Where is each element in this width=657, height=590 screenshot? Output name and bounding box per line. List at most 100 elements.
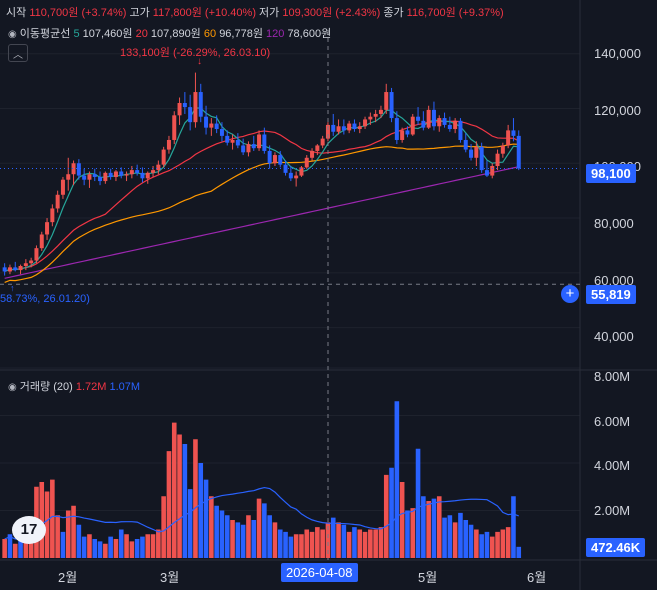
candle-body bbox=[336, 126, 341, 132]
crosshair bbox=[0, 30, 580, 560]
candle-body bbox=[60, 179, 65, 195]
ma120-period: 120 bbox=[266, 28, 285, 40]
volume-bar bbox=[495, 531, 500, 558]
volume-value-2: 1.07M bbox=[109, 381, 141, 393]
volume-ma-line bbox=[4, 486, 519, 540]
candle-body bbox=[177, 103, 182, 116]
candle-body bbox=[288, 172, 293, 179]
volume-legend[interactable]: ◉ 거래량 (20) 1.72M 1.07M bbox=[8, 378, 140, 394]
volume-bar bbox=[405, 510, 410, 558]
volume-bar bbox=[293, 534, 299, 558]
volume-bar bbox=[87, 534, 92, 558]
candle-body bbox=[431, 109, 436, 127]
volume-bar bbox=[55, 515, 60, 558]
candle-body bbox=[426, 109, 431, 128]
crosshair-price-badge: 55,819 bbox=[586, 285, 636, 304]
volume-bar bbox=[81, 536, 87, 558]
volume-bar bbox=[315, 527, 320, 558]
volume-bar bbox=[399, 482, 405, 558]
last-price-badge: 98,100 bbox=[586, 164, 636, 183]
candle-body bbox=[119, 171, 124, 176]
volume-ma-polyline bbox=[4, 486, 519, 540]
volume-bar bbox=[516, 546, 522, 558]
candle-body bbox=[166, 139, 171, 150]
volume-bar bbox=[262, 503, 267, 558]
volume-bar bbox=[330, 517, 336, 558]
volume-bar bbox=[288, 536, 294, 558]
volume-bar bbox=[267, 515, 272, 558]
volume-bar bbox=[336, 522, 341, 558]
candle-body bbox=[320, 138, 325, 146]
candle-body bbox=[506, 130, 511, 146]
volume-bar bbox=[352, 527, 357, 558]
candle-body bbox=[55, 194, 60, 209]
time-tick: 5월 bbox=[418, 570, 438, 585]
candle-body bbox=[235, 139, 240, 146]
candle-body bbox=[2, 267, 7, 272]
volume-bar bbox=[71, 505, 76, 558]
eye-icon[interactable]: ◉ bbox=[8, 382, 17, 393]
volume-bar bbox=[235, 522, 241, 558]
time-tick: 3월 bbox=[160, 570, 180, 585]
ma-legend[interactable]: ◉ 이동평균선 5 107,460원 20 107,890원 60 96,778… bbox=[8, 25, 331, 41]
ma120-line bbox=[4, 166, 519, 279]
candle-body bbox=[145, 172, 150, 179]
low-marker-label: 58.73%, 26.01.20) bbox=[0, 293, 90, 305]
candle-body bbox=[325, 124, 330, 139]
volume-value-1: 1.72M bbox=[75, 381, 107, 393]
candle-body bbox=[18, 265, 23, 271]
volume-bar bbox=[44, 491, 50, 558]
volume-bar bbox=[124, 534, 129, 558]
candle-body bbox=[310, 150, 315, 158]
candle-body bbox=[474, 146, 479, 158]
low-value: 109,300원 bbox=[282, 7, 333, 19]
volume-bar bbox=[203, 479, 209, 558]
candle-body bbox=[188, 107, 193, 123]
candle-body bbox=[108, 172, 113, 177]
candle-body bbox=[304, 157, 309, 168]
candle-body bbox=[13, 267, 18, 271]
volume-bar bbox=[108, 536, 113, 558]
volume-bar bbox=[426, 501, 431, 558]
tradingview-logo-icon[interactable]: 17 bbox=[12, 516, 46, 544]
volume-bar bbox=[156, 529, 161, 558]
volume-bar bbox=[309, 531, 315, 558]
add-alert-button[interactable]: + bbox=[561, 285, 579, 303]
candle-body bbox=[421, 120, 426, 128]
candle-body bbox=[352, 123, 357, 130]
volume-bar bbox=[500, 529, 506, 558]
candle-body bbox=[214, 123, 219, 130]
volume-bar bbox=[50, 479, 55, 558]
volume-bar bbox=[410, 508, 416, 558]
open-label: 시작 bbox=[6, 7, 27, 19]
volume-bar bbox=[92, 539, 98, 558]
candle-body bbox=[34, 248, 39, 261]
candle-body bbox=[82, 175, 87, 180]
volume-bar bbox=[240, 524, 246, 558]
eye-icon[interactable]: ◉ bbox=[8, 29, 17, 40]
candle-body bbox=[458, 120, 463, 140]
ma60-period: 60 bbox=[203, 28, 217, 40]
volume-bar bbox=[246, 515, 251, 558]
volume-bar bbox=[304, 529, 310, 558]
candle-body bbox=[447, 124, 452, 130]
candle-body bbox=[484, 170, 489, 176]
volume-tick: 2.00M bbox=[594, 503, 631, 518]
collapse-legend-button[interactable]: ︿ bbox=[8, 44, 28, 62]
volume-bar bbox=[18, 536, 23, 558]
plus-icon: + bbox=[565, 285, 575, 302]
high-label: 고가 bbox=[129, 7, 150, 19]
volume-tick: 8.00M bbox=[594, 369, 631, 384]
candle-body bbox=[437, 118, 442, 127]
volume-bar bbox=[299, 534, 304, 558]
time-tick: 6월 bbox=[527, 570, 547, 585]
candle-body bbox=[357, 126, 362, 130]
volume-bar bbox=[341, 524, 347, 558]
volume-bar bbox=[214, 505, 219, 558]
candle-body bbox=[262, 134, 267, 151]
volume-bar bbox=[283, 531, 288, 558]
candle-body bbox=[299, 167, 304, 176]
candle-body bbox=[463, 139, 468, 150]
candle-body bbox=[113, 171, 118, 177]
